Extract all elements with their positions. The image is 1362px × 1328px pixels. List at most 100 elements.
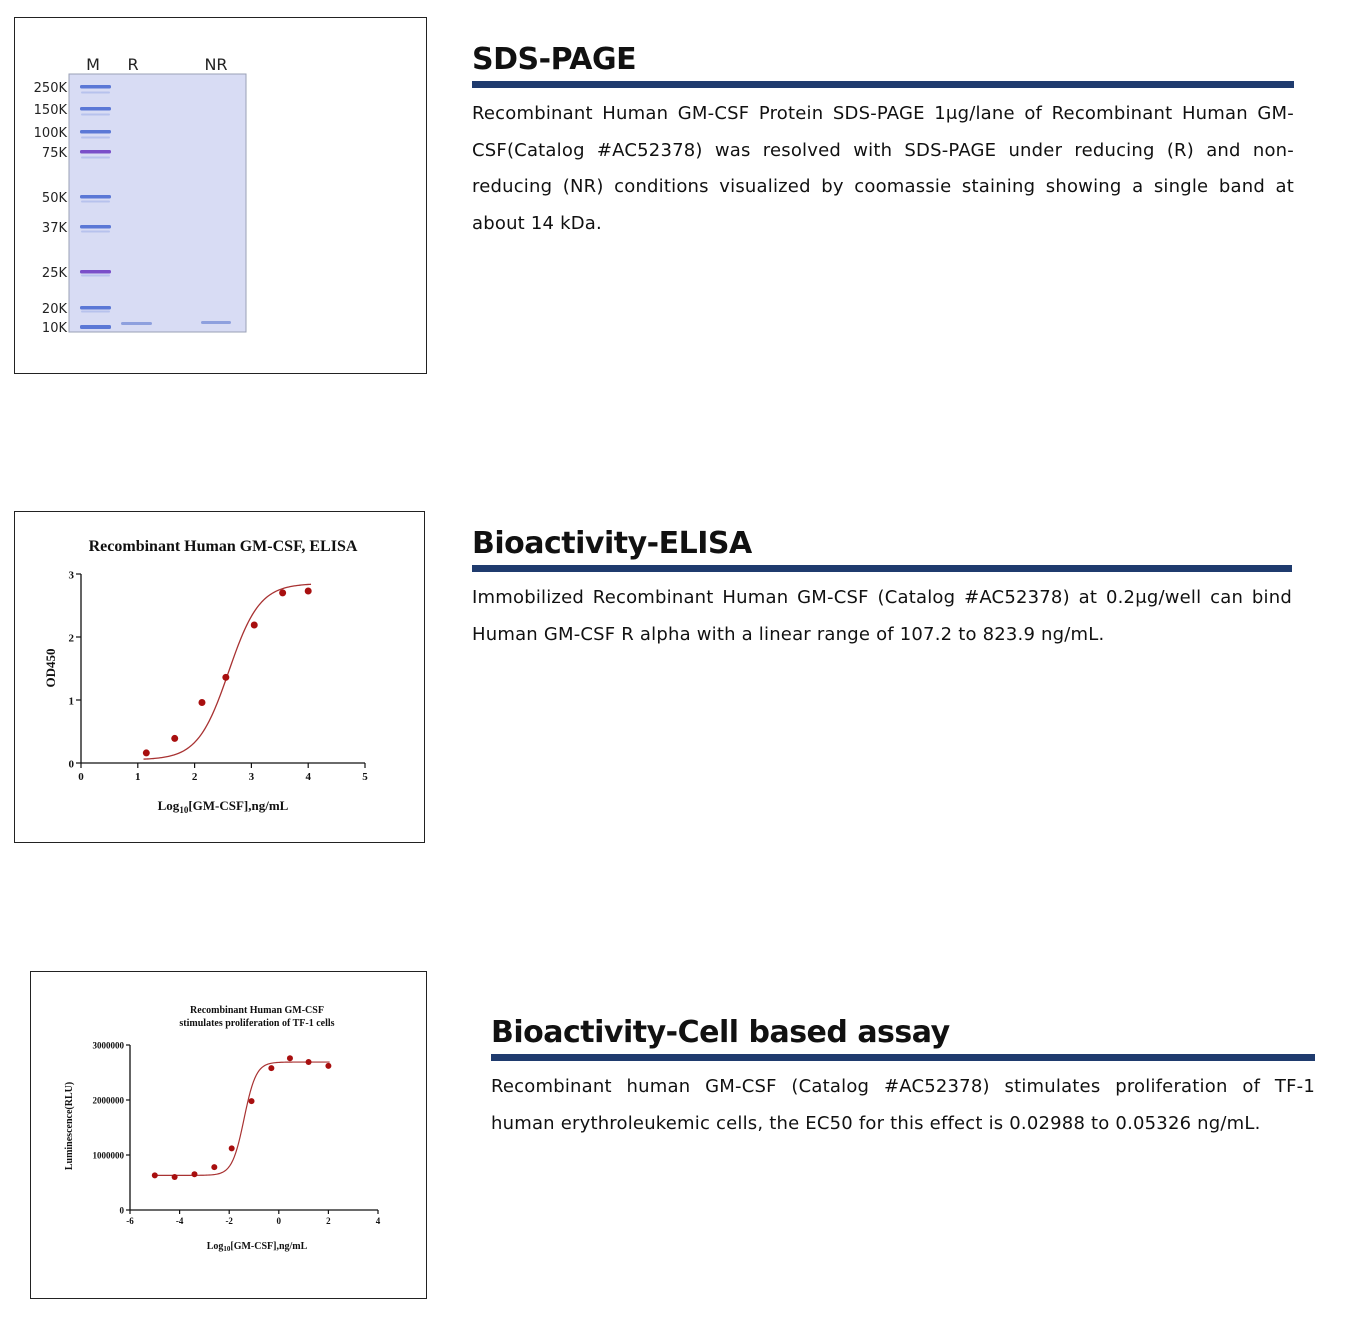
gel-background bbox=[68, 73, 247, 333]
marker-size-labels: 250K 150K 100K 75K 50K 37K 25K 20K 10K bbox=[34, 81, 68, 336]
cell-x-axis-label: Log10[GM-CSF],ng/mL bbox=[207, 1241, 308, 1253]
data-point bbox=[250, 621, 258, 629]
elisa-description: Immobilized Recombinant Human GM-CSF (Ca… bbox=[472, 587, 1292, 645]
marker-band-faint bbox=[81, 113, 110, 116]
marker-band-faint bbox=[81, 230, 110, 233]
marker-lane-bands bbox=[80, 85, 111, 329]
cell-y-axis-label: Luminescence(RLU) bbox=[64, 1082, 75, 1170]
data-point bbox=[171, 734, 179, 742]
data-point bbox=[171, 1174, 178, 1180]
x-tick-label: -4 bbox=[176, 1216, 184, 1226]
x-tick-label: -6 bbox=[126, 1216, 134, 1226]
marker-band bbox=[80, 306, 111, 310]
cell-chart-title-line1: Recombinant Human GM-CSF bbox=[190, 1005, 324, 1016]
data-point bbox=[279, 589, 287, 597]
cell-assay-description-line1: Recombinant human GM-CSF (Catalog #AC523… bbox=[491, 1076, 1315, 1097]
y-tick-label: 1 bbox=[69, 696, 75, 708]
marker-label: 50K bbox=[42, 191, 68, 206]
lane-label-r: R bbox=[127, 55, 138, 74]
y-tick-label: 0 bbox=[69, 759, 75, 771]
y-tick-label: 3 bbox=[69, 570, 75, 582]
elisa-x-axis-label: Log10[GM-CSF],ng/mL bbox=[158, 798, 289, 815]
data-point bbox=[211, 1164, 218, 1171]
data-point bbox=[286, 1055, 293, 1062]
data-point bbox=[191, 1171, 198, 1178]
data-point bbox=[248, 1098, 255, 1105]
x-tick-label: -2 bbox=[225, 1216, 233, 1226]
marker-band-faint bbox=[81, 310, 110, 313]
marker-label: 150K bbox=[34, 103, 68, 118]
data-point bbox=[151, 1172, 158, 1179]
x-tick-label: 0 bbox=[277, 1216, 282, 1226]
sds-page-heading-rule bbox=[472, 81, 1294, 88]
marker-band-faint bbox=[81, 156, 110, 159]
marker-band-faint bbox=[81, 91, 110, 94]
marker-band bbox=[80, 195, 111, 199]
data-point bbox=[304, 587, 312, 595]
y-tick-label: 2000000 bbox=[93, 1096, 125, 1106]
marker-label: 25K bbox=[42, 266, 68, 281]
cell-assay-figure: Recombinant Human GM-CSF stimulates prol… bbox=[30, 971, 427, 1299]
elisa-heading-rule bbox=[472, 565, 1292, 572]
sds-page-heading: SDS-PAGE bbox=[472, 42, 637, 77]
marker-label: 75K bbox=[42, 146, 68, 161]
marker-label: 250K bbox=[34, 81, 68, 96]
marker-band-faint bbox=[81, 200, 110, 203]
elisa-axes: 0 1 2 3 4 5 0 1 2 3 bbox=[69, 570, 369, 784]
elisa-y-axis-label: OD450 bbox=[43, 649, 58, 688]
marker-band-faint bbox=[81, 274, 110, 277]
data-point bbox=[222, 673, 230, 681]
x-tick-label: 4 bbox=[305, 771, 311, 783]
data-point bbox=[198, 699, 206, 707]
cell-assay-description-line2: human erythroleukemic cells, the EC50 fo… bbox=[491, 1112, 1261, 1134]
marker-label: 10K bbox=[42, 321, 68, 336]
marker-label: 37K bbox=[42, 221, 68, 236]
marker-band-faint bbox=[81, 136, 110, 139]
cell-data-points bbox=[151, 1055, 332, 1180]
lane-label-m: M bbox=[86, 55, 100, 74]
elisa-section: Bioactivity-ELISA Immobilized Recombinan… bbox=[472, 527, 1292, 653]
data-point bbox=[325, 1062, 332, 1069]
y-tick-label: 3000000 bbox=[93, 1041, 125, 1051]
lane-label-nr: NR bbox=[204, 55, 227, 74]
marker-band bbox=[80, 325, 111, 329]
elisa-data-points bbox=[142, 587, 312, 757]
cell-fit-curve bbox=[153, 1061, 330, 1176]
x-tick-label: 0 bbox=[78, 771, 84, 783]
data-point bbox=[142, 749, 150, 757]
marker-band bbox=[80, 225, 111, 229]
x-tick-label: 4 bbox=[376, 1216, 381, 1226]
marker-band bbox=[80, 150, 111, 154]
y-tick-label: 2 bbox=[69, 633, 75, 645]
cell-assay-heading-rule bbox=[491, 1054, 1315, 1061]
y-tick-label: 1000000 bbox=[93, 1151, 125, 1161]
band-non-reducing bbox=[201, 321, 231, 324]
sds-page-description: Recombinant Human GM-CSF Protein SDS-PAG… bbox=[472, 103, 1294, 234]
marker-label: 20K bbox=[42, 302, 68, 317]
elisa-figure: Recombinant Human GM-CSF, ELISA OD450 Lo… bbox=[14, 511, 425, 843]
cell-chart-title-line2: stimulates proliferation of TF-1 cells bbox=[179, 1018, 334, 1029]
x-tick-label: 2 bbox=[326, 1216, 331, 1226]
elisa-fit-curve bbox=[143, 583, 312, 760]
elisa-heading: Bioactivity-ELISA bbox=[472, 526, 752, 561]
cell-axes: -6 -4 -2 0 2 4 0 1000000 2000000 3000000 bbox=[93, 1041, 381, 1227]
data-point bbox=[305, 1059, 312, 1066]
data-point bbox=[228, 1145, 235, 1152]
elisa-chart: Recombinant Human GM-CSF, ELISA OD450 Lo… bbox=[43, 538, 369, 815]
sds-page-gel-image: M R NR 250K 150K 100K 75K 50K 37K 25K 20K 10K bbox=[34, 55, 247, 336]
elisa-chart-title: Recombinant Human GM-CSF, ELISA bbox=[89, 538, 358, 555]
x-tick-label: 3 bbox=[249, 771, 255, 783]
sds-page-section: SDS-PAGE Recombinant Human GM-CSF Protei… bbox=[472, 43, 1294, 242]
sds-page-figure: M R NR 250K 150K 100K 75K 50K 37K 25K 20K 10K bbox=[14, 17, 427, 374]
cell-assay-chart: Recombinant Human GM-CSF stimulates prol… bbox=[64, 1005, 381, 1253]
marker-band bbox=[80, 130, 111, 134]
data-point bbox=[268, 1065, 275, 1072]
y-tick-label: 0 bbox=[120, 1206, 125, 1216]
marker-label: 100K bbox=[34, 126, 68, 141]
x-tick-label: 5 bbox=[362, 771, 368, 783]
marker-band bbox=[80, 85, 111, 89]
x-tick-label: 1 bbox=[135, 771, 141, 783]
marker-band bbox=[80, 107, 111, 111]
band-reducing bbox=[121, 322, 152, 325]
cell-assay-description: Recombinant human GM-CSF (Catalog #AC523… bbox=[491, 1069, 1315, 1142]
